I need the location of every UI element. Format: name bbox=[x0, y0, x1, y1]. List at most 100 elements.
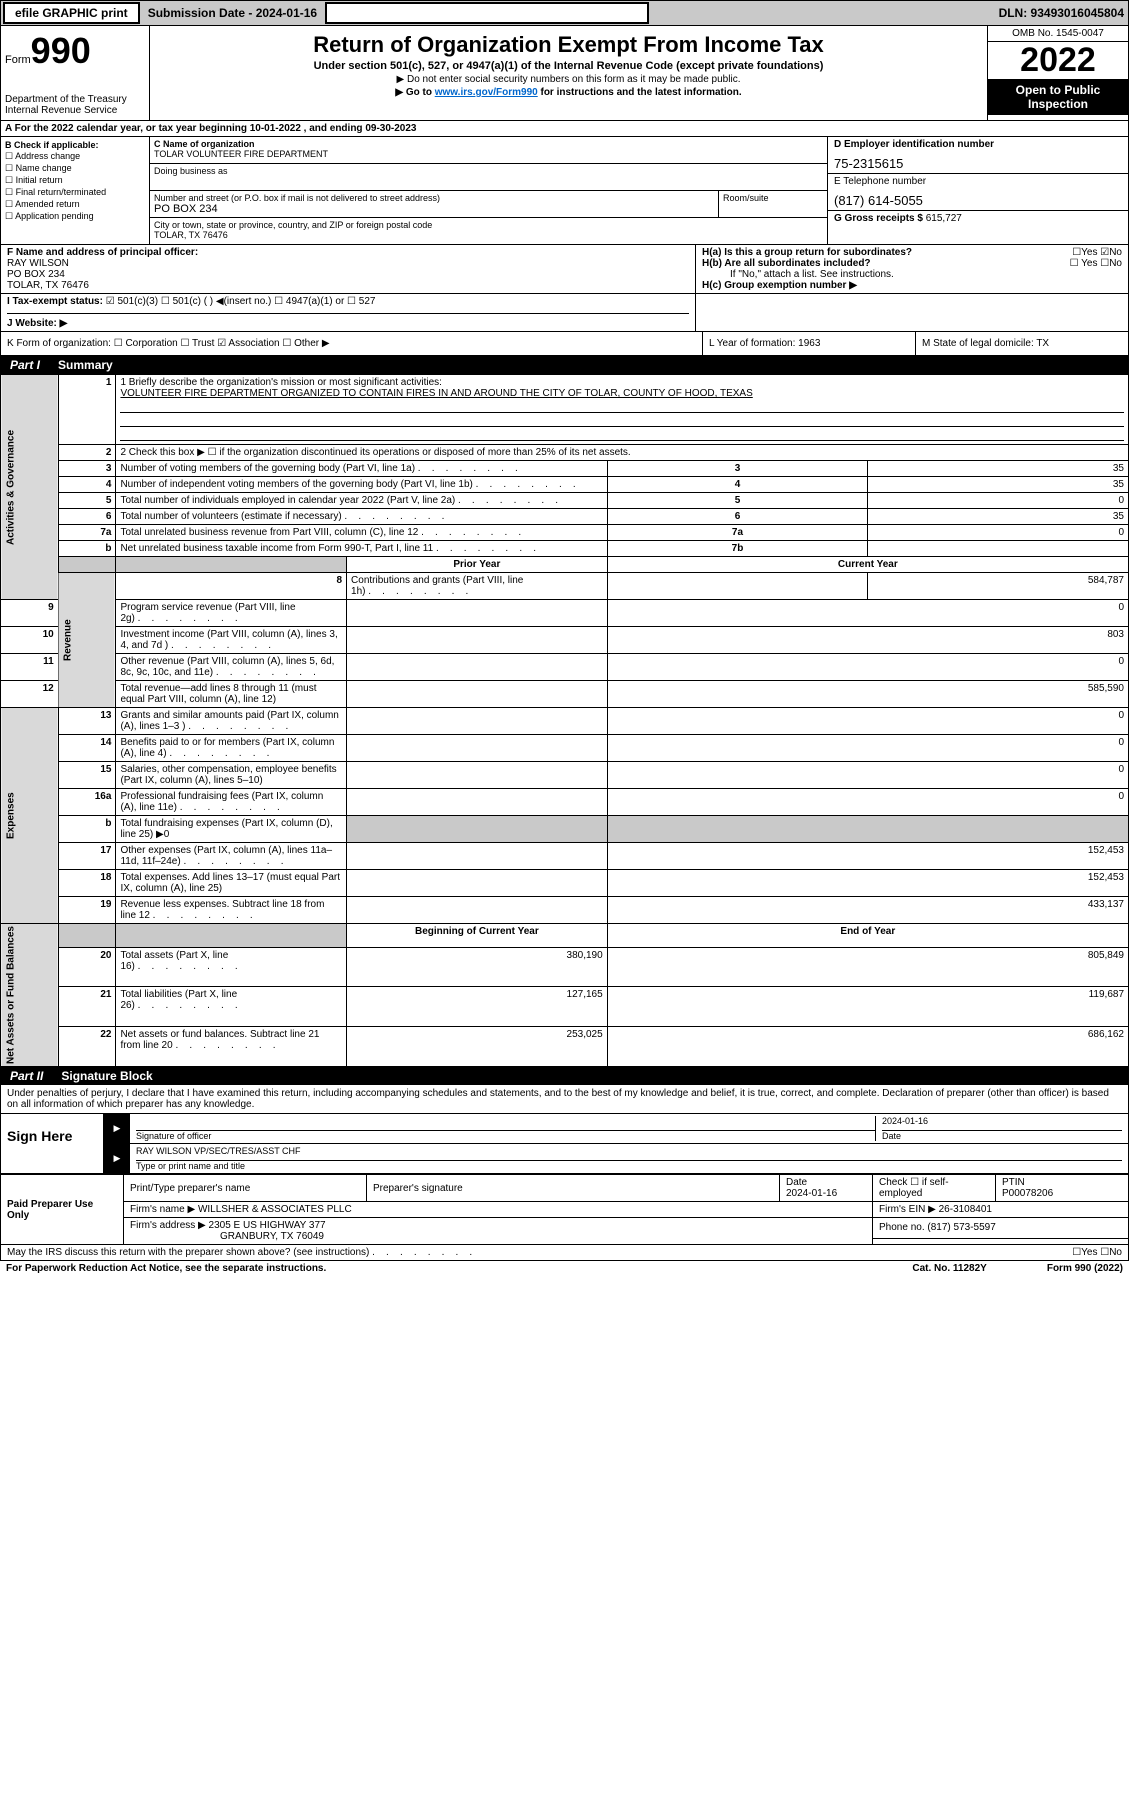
box-b-title: B Check if applicable: bbox=[5, 140, 145, 150]
discuss-question: May the IRS discuss this return with the… bbox=[7, 1247, 472, 1258]
row-desc: Number of independent voting members of … bbox=[116, 477, 607, 493]
firm-phone: (817) 573-5597 bbox=[927, 1222, 995, 1233]
org-address: PO BOX 234 bbox=[154, 203, 714, 215]
ln: 5 bbox=[58, 493, 116, 509]
row-desc: Salaries, other compensation, employee b… bbox=[116, 762, 347, 789]
row-desc: Benefits paid to or for members (Part IX… bbox=[116, 735, 347, 762]
box-b-opt[interactable]: ☐ Initial return bbox=[5, 175, 145, 186]
form-subtitle: Under section 501(c), 527, or 4947(a)(1)… bbox=[158, 60, 979, 72]
footer-bottom: For Paperwork Reduction Act Notice, see … bbox=[0, 1261, 1129, 1276]
org-name: TOLAR VOLUNTEER FIRE DEPARTMENT bbox=[154, 149, 823, 159]
header-left: Form990 Department of the Treasury Inter… bbox=[1, 26, 150, 120]
prep-date: 2024-01-16 bbox=[786, 1188, 837, 1199]
box-deg: D Employer identification number 75-2315… bbox=[827, 137, 1128, 244]
current-year-hdr: Current Year bbox=[607, 557, 1128, 573]
ln: 9 bbox=[1, 600, 59, 627]
ptin-label: PTIN bbox=[1002, 1177, 1025, 1188]
row-num: 7b bbox=[607, 541, 868, 557]
ln: 10 bbox=[1, 627, 59, 654]
q2-text[interactable]: 2 Check this box ▶ ☐ if the organization… bbox=[116, 445, 1129, 461]
signature-intro: Under penalties of perjury, I declare th… bbox=[0, 1085, 1129, 1114]
end-val: 119,687 bbox=[607, 987, 1128, 1027]
phone-value: (817) 614-5055 bbox=[834, 187, 1122, 208]
firm-addr-1: 2305 E US HIGHWAY 377 bbox=[209, 1220, 326, 1231]
row-val: 35 bbox=[868, 461, 1129, 477]
name-title-label: Type or print name and title bbox=[136, 1161, 1122, 1171]
form-footer: Form 990 (2022) bbox=[1047, 1263, 1123, 1274]
box-f: F Name and address of principal officer:… bbox=[1, 245, 695, 293]
efile-print-button[interactable]: efile GRAPHIC print bbox=[3, 2, 140, 24]
part1-header: Part I Summary bbox=[0, 356, 1129, 374]
prior-val bbox=[347, 789, 608, 816]
curr-val: 152,453 bbox=[607, 843, 1128, 870]
goto-pre: ▶ Go to bbox=[395, 87, 434, 98]
box-b-opt[interactable]: ☐ Amended return bbox=[5, 199, 145, 210]
hb-answer[interactable]: ☐ Yes ☐No bbox=[1070, 258, 1122, 269]
box-b-opt[interactable]: ☐ Application pending bbox=[5, 211, 145, 222]
gross-receipts-value: 615,727 bbox=[926, 213, 962, 224]
sign-here-label: Sign Here bbox=[1, 1114, 103, 1173]
box-b: B Check if applicable: ☐ Address change … bbox=[1, 137, 150, 244]
sig-date-label: Date bbox=[882, 1131, 1122, 1141]
discuss-answer[interactable]: ☐Yes ☐No bbox=[1072, 1247, 1122, 1258]
side-activities-governance: Activities & Governance bbox=[1, 375, 59, 600]
part1-title: Summary bbox=[58, 358, 113, 372]
ein-label: D Employer identification number bbox=[834, 139, 1122, 150]
tax-year: 2022 bbox=[988, 42, 1128, 79]
curr-val: 0 bbox=[607, 600, 1128, 627]
section-fh: F Name and address of principal officer:… bbox=[0, 245, 1129, 294]
org-city: TOLAR, TX 76476 bbox=[154, 230, 823, 240]
side-expenses: Expenses bbox=[1, 708, 59, 924]
firm-addr-label: Firm's address ▶ bbox=[130, 1220, 206, 1231]
firm-name-label: Firm's name ▶ bbox=[130, 1204, 195, 1215]
box-b-opt[interactable]: ☐ Name change bbox=[5, 163, 145, 174]
mission-line bbox=[120, 400, 1124, 413]
row-desc: Grants and similar amounts paid (Part IX… bbox=[116, 708, 347, 735]
section-ij: I Tax-exempt status: ☑ 501(c)(3) ☐ 501(c… bbox=[0, 294, 1129, 332]
row-val: 0 bbox=[868, 493, 1129, 509]
ln: 21 bbox=[58, 987, 116, 1027]
prior-val bbox=[347, 681, 608, 708]
row-desc: Revenue less expenses. Subtract line 18 … bbox=[116, 897, 347, 924]
box-b-opt[interactable]: ☐ Final return/terminated bbox=[5, 187, 145, 198]
ln: 13 bbox=[58, 708, 116, 735]
ptin-value: P00078206 bbox=[1002, 1188, 1053, 1199]
ln: 7a bbox=[58, 525, 116, 541]
row-num: 5 bbox=[607, 493, 868, 509]
prior-val bbox=[347, 762, 608, 789]
prior-val bbox=[347, 654, 608, 681]
prior-val bbox=[347, 627, 608, 654]
end-hdr: End of Year bbox=[607, 924, 1128, 948]
prior-val bbox=[607, 573, 868, 600]
box-c: C Name of organization TOLAR VOLUNTEER F… bbox=[150, 137, 827, 244]
ha-answer[interactable]: ☐Yes ☑No bbox=[1072, 247, 1122, 258]
tax-exempt-label: I Tax-exempt status: bbox=[7, 296, 103, 307]
instruction-1: ▶ Do not enter social security numbers o… bbox=[158, 74, 979, 85]
line-j: J Website: ▶ bbox=[7, 313, 689, 329]
c-name-label: C Name of organization bbox=[154, 139, 823, 149]
curr-val: 0 bbox=[607, 708, 1128, 735]
instruction-2: ▶ Go to www.irs.gov/Form990 for instruct… bbox=[158, 87, 979, 98]
row-desc: Total number of individuals employed in … bbox=[116, 493, 607, 509]
firm-ein-label: Firm's EIN ▶ bbox=[879, 1204, 936, 1215]
side-net-assets: Net Assets or Fund Balances bbox=[1, 924, 59, 1067]
row-desc: Total unrelated business revenue from Pa… bbox=[116, 525, 607, 541]
header-right: OMB No. 1545-0047 2022 Open to Public In… bbox=[987, 26, 1128, 120]
curr-val: 0 bbox=[607, 789, 1128, 816]
form-header: Form990 Department of the Treasury Inter… bbox=[0, 26, 1129, 121]
line-a: A For the 2022 calendar year, or tax yea… bbox=[0, 121, 1129, 137]
tax-exempt-opts[interactable]: ☑ 501(c)(3) ☐ 501(c) ( ) ◀(insert no.) ☐… bbox=[106, 296, 376, 307]
pra-notice: For Paperwork Reduction Act Notice, see … bbox=[6, 1263, 326, 1274]
prep-sig-hdr: Preparer's signature bbox=[367, 1175, 780, 1202]
self-employed-check[interactable]: Check ☐ if self-employed bbox=[873, 1175, 996, 1202]
box-b-opt[interactable]: ☐ Address change bbox=[5, 151, 145, 162]
hc-label: H(c) Group exemption number ▶ bbox=[702, 280, 1122, 291]
prior-val bbox=[347, 843, 608, 870]
row-desc: Investment income (Part VIII, column (A)… bbox=[116, 627, 347, 654]
line-l: L Year of formation: 1963 bbox=[702, 332, 915, 355]
line-k[interactable]: K Form of organization: ☐ Corporation ☐ … bbox=[1, 332, 702, 355]
prior-val bbox=[347, 708, 608, 735]
submission-date: Submission Date - 2024-01-16 bbox=[148, 6, 317, 20]
irs-link[interactable]: www.irs.gov/Form990 bbox=[435, 87, 538, 98]
row-desc: Other revenue (Part VIII, column (A), li… bbox=[116, 654, 347, 681]
